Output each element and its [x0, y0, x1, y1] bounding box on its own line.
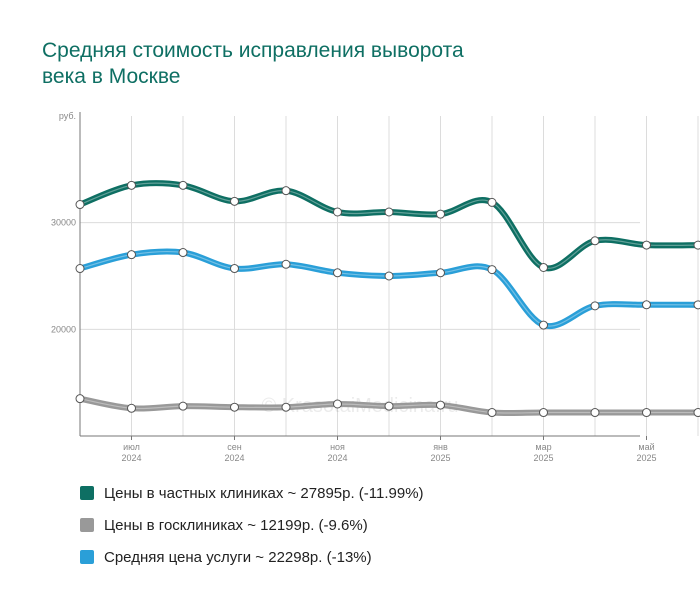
legend: Цены в частных клиниках ~ 27895р. (-11.9…: [80, 484, 424, 580]
legend-item[interactable]: Средняя цена услуги ~ 22298р. (-13%): [80, 548, 424, 566]
series-3: [75, 248, 700, 330]
data-point[interactable]: [436, 400, 445, 410]
data-point[interactable]: [693, 300, 700, 310]
x-tick-label-year: 2025: [430, 453, 450, 463]
x-tick-label-month: июл: [123, 442, 140, 452]
x-tick-label-month: янв: [433, 442, 448, 452]
legend-label: Цены в частных клиниках ~ 27895р. (-11.9…: [104, 484, 424, 502]
data-point[interactable]: [178, 180, 188, 190]
legend-label: Цены в госклиниках ~ 12199р. (-9.6%): [104, 516, 368, 534]
data-point[interactable]: [127, 180, 136, 190]
x-tick-label-month: мар: [535, 442, 551, 452]
legend-swatch: [80, 550, 94, 564]
data-point[interactable]: [75, 394, 85, 404]
data-point[interactable]: [281, 259, 291, 269]
legend-label: Средняя цена услуги ~ 22298р. (-13%): [104, 548, 372, 566]
data-point[interactable]: [487, 197, 497, 207]
chart-title-line-2: века в Москве: [42, 65, 181, 88]
data-point[interactable]: [539, 320, 548, 330]
data-point[interactable]: [642, 408, 651, 418]
data-point[interactable]: [127, 403, 136, 413]
axes: руб.2000030000июл2024сен2024ноя2024янв20…: [51, 111, 657, 463]
data-point[interactable]: [333, 268, 342, 278]
data-point[interactable]: [230, 196, 239, 206]
data-point[interactable]: [281, 186, 291, 196]
data-point[interactable]: [384, 271, 394, 281]
data-point[interactable]: [333, 207, 342, 217]
legend-item[interactable]: Цены в частных клиниках ~ 27895р. (-11.9…: [80, 484, 424, 502]
data-point[interactable]: [590, 236, 600, 246]
data-point[interactable]: [333, 399, 342, 409]
chart-title: Средняя стоимость исправления выворота в…: [42, 38, 562, 90]
data-point[interactable]: [642, 300, 651, 310]
grid-lines: [79, 116, 699, 436]
data-point[interactable]: [487, 408, 497, 418]
data-point[interactable]: [281, 402, 291, 412]
data-point[interactable]: [178, 248, 188, 258]
legend-swatch: [80, 518, 94, 532]
data-point[interactable]: [178, 401, 188, 411]
data-point[interactable]: [75, 200, 85, 210]
x-tick-label-year: 2025: [533, 453, 553, 463]
data-point[interactable]: [642, 240, 651, 250]
data-point[interactable]: [590, 301, 600, 311]
data-point[interactable]: [590, 408, 600, 418]
x-tick-label-year: 2024: [327, 453, 347, 463]
data-point[interactable]: [230, 402, 239, 412]
y-axis-unit-label: руб.: [59, 111, 76, 121]
data-point[interactable]: [384, 207, 394, 217]
y-tick-label: 20000: [51, 324, 76, 334]
x-tick-label-month: ноя: [330, 442, 345, 452]
legend-swatch: [80, 486, 94, 500]
y-tick-label: 30000: [51, 218, 76, 228]
chart-title-line-1: Средняя стоимость исправления выворота: [42, 39, 464, 62]
data-point[interactable]: [539, 408, 548, 418]
data-point[interactable]: [436, 209, 445, 219]
data-point[interactable]: [693, 408, 700, 418]
legend-item[interactable]: Цены в госклиниках ~ 12199р. (-9.6%): [80, 516, 424, 534]
data-point[interactable]: [127, 250, 136, 260]
data-point[interactable]: [539, 262, 548, 272]
data-point[interactable]: [436, 268, 445, 278]
data-point[interactable]: [75, 264, 85, 274]
series-group: [75, 180, 700, 418]
data-point[interactable]: [384, 401, 394, 411]
series-1: [75, 180, 700, 272]
data-point[interactable]: [487, 265, 497, 275]
x-tick-label-year: 2025: [636, 453, 656, 463]
data-point[interactable]: [230, 264, 239, 274]
x-tick-label-year: 2024: [121, 453, 141, 463]
line-chart: руб.2000030000июл2024сен2024ноя2024янв20…: [51, 111, 700, 463]
x-tick-label-month: май: [638, 442, 654, 452]
data-point[interactable]: [693, 240, 700, 250]
x-tick-label-year: 2024: [224, 453, 244, 463]
x-tick-label-month: сен: [227, 442, 242, 452]
series-2: [75, 394, 700, 418]
